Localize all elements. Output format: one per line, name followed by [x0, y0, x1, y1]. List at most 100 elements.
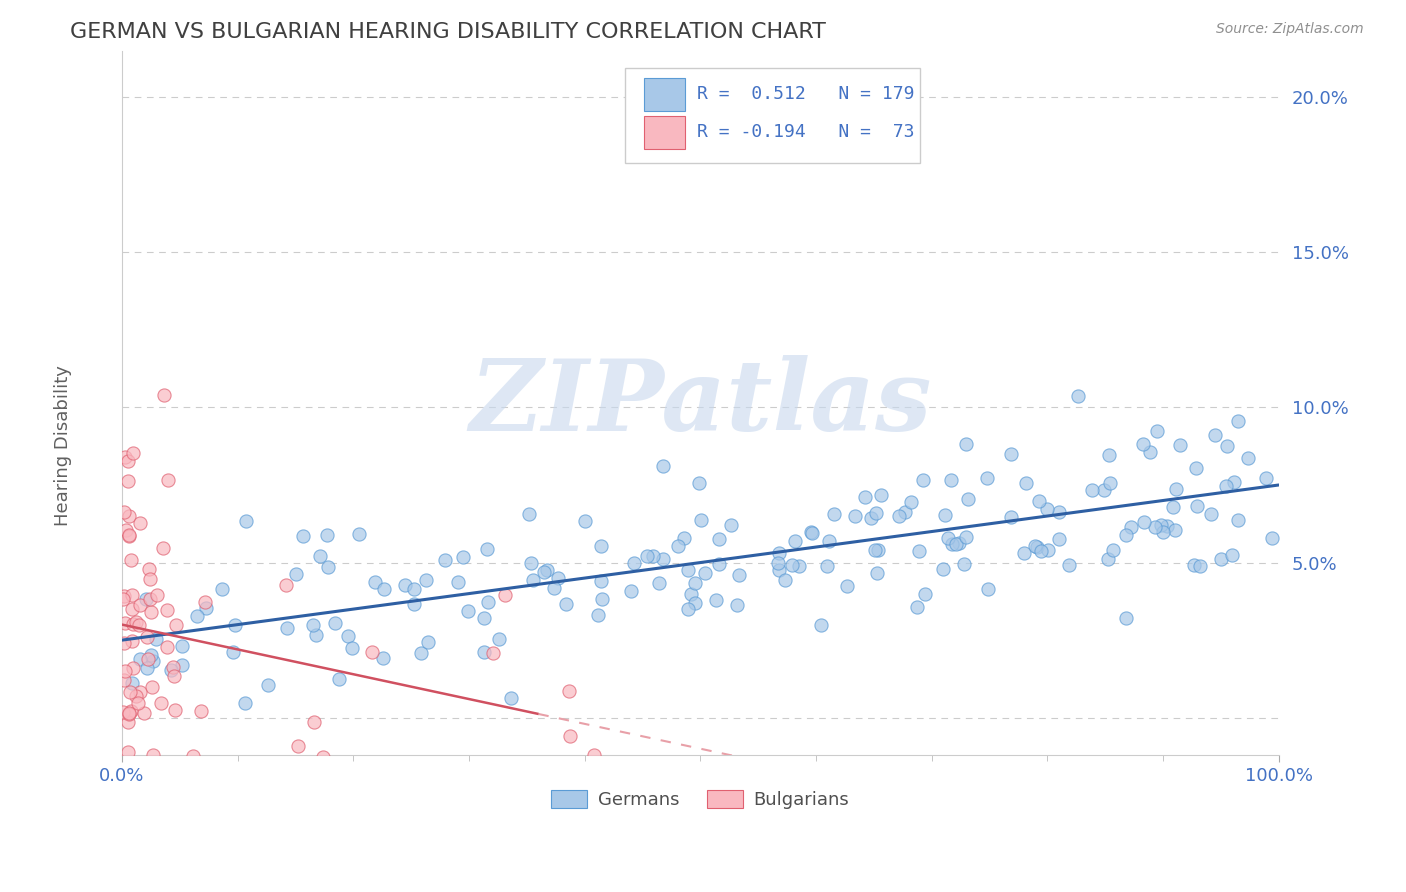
Point: [1092, 483, 1115, 497]
Point: [678, 562, 700, 576]
Point: [115, 523, 138, 537]
Point: [783, 533, 806, 548]
Point: [117, 475, 139, 489]
Point: [941, 537, 963, 551]
Point: [233, 697, 256, 711]
Point: [1163, 500, 1185, 515]
Point: [111, 706, 134, 720]
Point: [1204, 427, 1226, 442]
Point: [1220, 548, 1243, 562]
Point: [284, 566, 307, 581]
Point: [1215, 479, 1237, 493]
Point: [470, 780, 492, 795]
Point: [934, 508, 956, 523]
Point: [908, 544, 931, 558]
Point: [121, 588, 143, 602]
Point: [135, 591, 157, 606]
Point: [118, 529, 141, 543]
Point: [153, 387, 176, 401]
Point: [125, 615, 148, 630]
Point: [194, 595, 217, 609]
Point: [768, 556, 790, 570]
Point: [207, 782, 229, 797]
Point: [520, 556, 543, 570]
Point: [138, 652, 160, 666]
Point: [643, 549, 665, 564]
Point: [800, 525, 823, 540]
Point: [619, 584, 641, 599]
Point: [472, 645, 495, 659]
Point: [810, 617, 832, 632]
Point: [165, 618, 187, 632]
Point: [870, 487, 893, 501]
Point: [415, 574, 437, 588]
Text: R =  0.512   N = 179: R = 0.512 N = 179: [697, 86, 914, 103]
Point: [156, 640, 179, 655]
Point: [477, 595, 499, 609]
Point: [146, 588, 169, 602]
Point: [1015, 476, 1038, 491]
Point: [1187, 499, 1209, 513]
FancyBboxPatch shape: [644, 116, 685, 149]
Point: [725, 598, 748, 612]
Point: [555, 598, 578, 612]
Point: [905, 600, 928, 615]
Point: [141, 747, 163, 762]
Point: [121, 601, 143, 615]
Point: [672, 531, 695, 545]
Point: [224, 617, 246, 632]
Point: [787, 559, 810, 574]
Point: [374, 830, 396, 845]
Point: [837, 579, 859, 593]
Point: [623, 557, 645, 571]
Point: [316, 560, 339, 574]
Point: [912, 473, 935, 487]
Point: [945, 536, 967, 550]
Point: [666, 539, 689, 553]
Point: [582, 747, 605, 762]
Point: [276, 621, 298, 635]
Point: [112, 589, 135, 603]
Point: [156, 473, 179, 487]
Point: [118, 706, 141, 720]
Point: [118, 508, 141, 523]
Point: [560, 730, 582, 744]
Point: [955, 530, 977, 544]
Point: [768, 564, 790, 578]
Point: [112, 636, 135, 650]
Point: [955, 437, 977, 451]
Point: [256, 678, 278, 692]
Point: [652, 551, 675, 566]
Point: [181, 749, 204, 764]
Point: [953, 557, 976, 571]
Point: [1143, 520, 1166, 534]
Point: [1139, 445, 1161, 459]
Point: [494, 588, 516, 602]
Point: [138, 561, 160, 575]
Point: [337, 629, 360, 643]
Point: [139, 591, 162, 606]
Point: [114, 615, 136, 630]
Point: [1226, 513, 1249, 527]
Point: [1119, 520, 1142, 534]
Point: [957, 492, 980, 507]
Point: [145, 632, 167, 646]
Text: GERMAN VS BULGARIAN HEARING DISABILITY CORRELATION CHART: GERMAN VS BULGARIAN HEARING DISABILITY C…: [70, 22, 827, 42]
Point: [287, 739, 309, 754]
Point: [547, 570, 569, 584]
Point: [1047, 532, 1070, 546]
Point: [948, 536, 970, 550]
Point: [591, 592, 613, 607]
Point: [1081, 483, 1104, 497]
Point: [894, 505, 917, 519]
Point: [128, 696, 150, 710]
Point: [1164, 523, 1187, 537]
FancyBboxPatch shape: [644, 78, 685, 111]
Point: [936, 532, 959, 546]
Point: [815, 559, 838, 574]
Point: [499, 690, 522, 705]
Point: [128, 618, 150, 632]
Point: [1115, 527, 1137, 541]
Text: R = -0.194   N =  73: R = -0.194 N = 73: [697, 123, 914, 141]
Point: [128, 651, 150, 665]
